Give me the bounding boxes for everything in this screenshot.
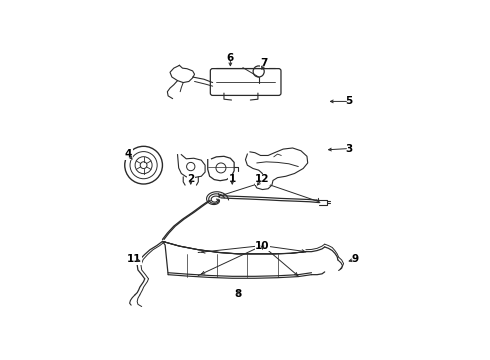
Text: 5: 5 — [345, 96, 353, 107]
Text: 1: 1 — [229, 174, 236, 184]
Text: 7: 7 — [261, 58, 268, 68]
Text: 11: 11 — [127, 255, 142, 264]
Text: 4: 4 — [125, 149, 132, 159]
Text: 12: 12 — [255, 174, 270, 184]
Text: 9: 9 — [351, 255, 359, 264]
Text: 10: 10 — [255, 240, 270, 251]
Text: 6: 6 — [227, 53, 234, 63]
Text: 3: 3 — [345, 144, 353, 153]
Text: 2: 2 — [187, 174, 195, 184]
Text: 8: 8 — [234, 289, 242, 299]
